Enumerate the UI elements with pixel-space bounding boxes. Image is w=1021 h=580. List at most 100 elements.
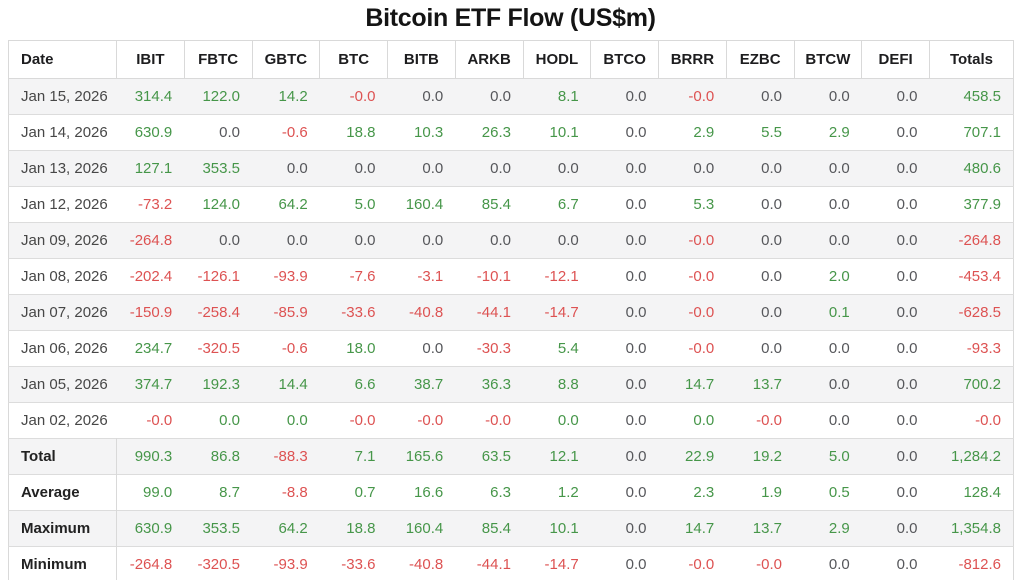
value-cell: 0.0 (861, 78, 930, 115)
value-cell: 6.3 (455, 474, 523, 511)
value-cell: 22.9 (658, 438, 727, 475)
value-cell: -0.0 (116, 402, 185, 439)
summary-row: Average 99.0 8.7 -8.8 0.7 16.6 6.3 1.2 0.0 2.3 1.9… (8, 474, 1014, 511)
value-cell: 0.0 (794, 546, 862, 580)
value-cell: 0.0 (590, 150, 659, 187)
value-cell: 0.0 (387, 222, 456, 259)
value-cell: 1,284.2 (929, 438, 1014, 475)
value-cell: 122.0 (184, 78, 252, 115)
table-row: Jan 06, 2026 234.7 -320.5 -0.6 18.0 0.0 -30.3 5… (8, 330, 1014, 367)
value-cell: 8.1 (523, 78, 591, 115)
value-cell: -40.8 (387, 294, 456, 331)
value-cell: 0.0 (658, 402, 727, 439)
column-header-ezbc: EZBC (725, 40, 795, 79)
value-cell: 85.4 (455, 510, 523, 547)
value-cell: -126.1 (184, 258, 252, 295)
value-cell: 13.7 (726, 510, 794, 547)
summary-row: Minimum -264.8 -320.5 -93.9 -33.6 -40.8 -44.1-… (8, 546, 1014, 580)
column-header-btco: BTCO (590, 40, 659, 79)
value-cell: 13.7 (726, 366, 794, 403)
value-cell: 6.6 (319, 366, 388, 403)
value-cell: 38.7 (387, 366, 456, 403)
value-cell: 160.4 (387, 510, 456, 547)
value-cell: 36.3 (455, 366, 523, 403)
value-cell: -40.8 (387, 546, 456, 580)
value-cell: 0.0 (861, 510, 930, 547)
value-cell: 0.0 (252, 222, 320, 259)
value-cell: 0.0 (319, 150, 388, 187)
table-row: Jan 05, 2026 374.7 192.3 14.4 6.6 38.7 36.3 8.8… (8, 366, 1014, 403)
header-row: Date IBIT FBTC GBTC BTC BITB ARKB HODL BTCO BRRR E… (8, 40, 1014, 79)
value-cell: -85.9 (252, 294, 320, 331)
value-cell: 14.4 (252, 366, 320, 403)
value-cell: 377.9 (929, 186, 1014, 223)
value-cell: 18.0 (319, 330, 388, 367)
date-cell: Jan 05, 2026 (8, 366, 117, 403)
value-cell: 0.0 (455, 222, 523, 259)
value-cell: 8.8 (523, 366, 591, 403)
value-cell: -812.6 (929, 546, 1014, 580)
table-row: Jan 09, 2026 -264.8 0.0 0.0 0.0 0.0 0.0 0.0 0.0-… (8, 222, 1014, 259)
value-cell: 0.1 (794, 294, 862, 331)
value-cell: -0.6 (252, 330, 320, 367)
date-cell: Jan 09, 2026 (8, 222, 117, 259)
column-header-defi: DEFI (861, 40, 930, 79)
value-cell: 0.5 (794, 474, 862, 511)
value-cell: -3.1 (387, 258, 456, 295)
value-cell: 0.0 (861, 222, 930, 259)
value-cell: -0.0 (658, 330, 727, 367)
value-cell: 990.3 (116, 438, 185, 475)
table-row: Jan 13, 2026 127.1 353.5 0.0 0.0 0.0 0.0 0.0 0.0… (8, 150, 1014, 187)
value-cell: 2.3 (658, 474, 727, 511)
value-cell: 0.0 (184, 114, 252, 151)
value-cell: 192.3 (184, 366, 252, 403)
value-cell: 0.0 (861, 258, 930, 295)
table-header: Date IBIT FBTC GBTC BTC BITB ARKB HODL BTCO BRRR E… (8, 40, 1014, 79)
value-cell: 86.8 (184, 438, 252, 475)
value-cell: 0.0 (726, 330, 794, 367)
value-cell: 0.0 (590, 510, 659, 547)
value-cell: -10.1 (455, 258, 523, 295)
value-cell: 10.1 (523, 510, 591, 547)
value-cell: 0.0 (726, 294, 794, 331)
column-header-gbtc: GBTC (251, 40, 321, 79)
value-cell: -202.4 (116, 258, 185, 295)
value-cell: 0.0 (726, 78, 794, 115)
value-cell: 0.0 (590, 402, 659, 439)
value-cell: 374.7 (116, 366, 185, 403)
value-cell: 0.0 (861, 546, 930, 580)
value-cell: 0.0 (590, 438, 659, 475)
value-cell: 19.2 (726, 438, 794, 475)
value-cell: -7.6 (319, 258, 388, 295)
date-cell: Jan 14, 2026 (8, 114, 117, 151)
column-header-hodl: HODL (522, 40, 592, 79)
value-cell: 26.3 (455, 114, 523, 151)
value-cell: -73.2 (116, 186, 185, 223)
date-cell: Jan 12, 2026 (8, 186, 117, 223)
value-cell: -0.0 (658, 546, 727, 580)
column-header-brrr: BRRR (658, 40, 727, 79)
value-cell: 0.0 (252, 150, 320, 187)
value-cell: 0.0 (861, 402, 930, 439)
value-cell: 6.7 (523, 186, 591, 223)
summary-label-cell: Minimum (8, 546, 117, 580)
value-cell: 0.0 (319, 222, 388, 259)
value-cell: 63.5 (455, 438, 523, 475)
value-cell: -0.0 (726, 546, 794, 580)
value-cell: 0.0 (861, 114, 930, 151)
column-header-ibit: IBIT (116, 40, 185, 79)
value-cell: 0.0 (252, 402, 320, 439)
value-cell: 1.2 (523, 474, 591, 511)
value-cell: 458.5 (929, 78, 1014, 115)
value-cell: 630.9 (116, 114, 185, 151)
value-cell: -14.7 (523, 546, 591, 580)
value-cell: 2.9 (794, 510, 862, 547)
value-cell: 7.1 (319, 438, 388, 475)
value-cell: -628.5 (929, 294, 1014, 331)
value-cell: -0.0 (658, 78, 727, 115)
value-cell: 1.9 (726, 474, 794, 511)
table-row: Jan 15, 2026 314.4 122.0 14.2 -0.0 0.0 0.0 8.1 0… (8, 78, 1014, 115)
value-cell: 700.2 (929, 366, 1014, 403)
date-cell: Jan 15, 2026 (8, 78, 117, 115)
